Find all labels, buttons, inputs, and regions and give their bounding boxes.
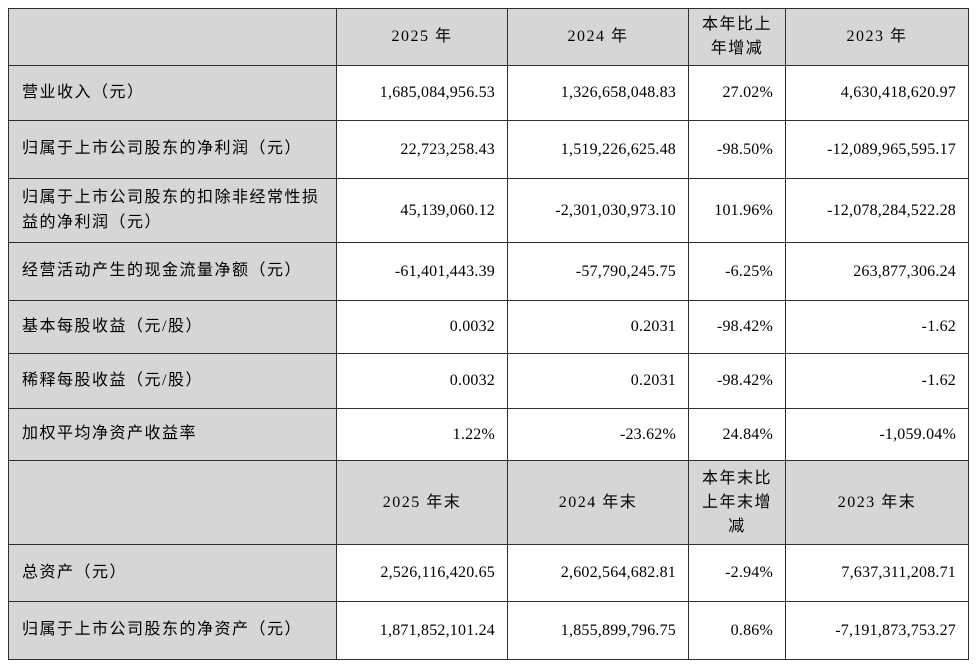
cell-value: 1,326,658,048.83 xyxy=(507,65,689,121)
table-header-row-period-end: 2025 年末 2024 年末 本年末比上年末增减 2023 年末 xyxy=(8,460,969,545)
cell-value: -12,078,284,522.28 xyxy=(785,178,969,243)
cell-value: 0.2031 xyxy=(507,353,689,409)
cell-value: 101.96% xyxy=(688,178,786,243)
cell-value: -1,059.04% xyxy=(785,408,969,461)
cell-value: -98.42% xyxy=(688,300,786,354)
cell-value: 1,519,226,625.48 xyxy=(507,120,689,179)
table-row-revenue: 营业收入（元） 1,685,084,956.53 1,326,658,048.8… xyxy=(8,65,969,121)
cell-value: 0.0032 xyxy=(336,300,508,354)
cell-value: 0.0032 xyxy=(336,353,508,409)
row-label: 营业收入（元） xyxy=(8,65,337,121)
cell-value: 22,723,258.43 xyxy=(336,120,508,179)
table-row-net-profit-excl-nonrecurring: 归属于上市公司股东的扣除非经常性损益的净利润（元） 45,139,060.12 … xyxy=(8,178,969,243)
row-label: 归属于上市公司股东的净利润（元） xyxy=(8,120,337,179)
table-row-net-assets: 归属于上市公司股东的净资产（元） 1,871,852,101.24 1,855,… xyxy=(8,601,969,660)
table-header-row-annual: 2025 年 2024 年 本年比上年增减 2023 年 xyxy=(8,8,969,66)
row-label: 经营活动产生的现金流量净额（元） xyxy=(8,242,337,301)
cell-value: 0.86% xyxy=(688,601,786,660)
table-row-diluted-eps: 稀释每股收益（元/股） 0.0032 0.2031 -98.42% -1.62 xyxy=(8,353,969,409)
table-row-operating-cash-flow: 经营活动产生的现金流量净额（元） -61,401,443.39 -57,790,… xyxy=(8,242,969,301)
cell-value: -23.62% xyxy=(507,408,689,461)
row-label: 基本每股收益（元/股） xyxy=(8,300,337,354)
table-row-weighted-avg-roe: 加权平均净资产收益率 1.22% -23.62% 24.84% -1,059.0… xyxy=(8,408,969,461)
cell-value: 2,526,116,420.65 xyxy=(336,544,508,602)
cell-value: -2,301,030,973.10 xyxy=(507,178,689,243)
financial-summary-table: 2025 年 2024 年 本年比上年增减 2023 年 营业收入（元） 1,6… xyxy=(8,8,969,660)
cell-value: 27.02% xyxy=(688,65,786,121)
cell-value: 24.84% xyxy=(688,408,786,461)
row-label: 加权平均净资产收益率 xyxy=(8,408,337,461)
header-2024: 2024 年 xyxy=(507,8,689,66)
header-2025-end: 2025 年末 xyxy=(336,460,508,545)
corner-cell xyxy=(8,460,337,545)
cell-value: -57,790,245.75 xyxy=(507,242,689,301)
header-2023-end: 2023 年末 xyxy=(785,460,969,545)
header-2023: 2023 年 xyxy=(785,8,969,66)
cell-value: 1.22% xyxy=(336,408,508,461)
header-yoy-change: 本年比上年增减 xyxy=(688,8,786,66)
cell-value: 2,602,564,682.81 xyxy=(507,544,689,602)
cell-value: 7,637,311,208.71 xyxy=(785,544,969,602)
table-row-net-profit: 归属于上市公司股东的净利润（元） 22,723,258.43 1,519,226… xyxy=(8,120,969,179)
cell-value: -7,191,873,753.27 xyxy=(785,601,969,660)
cell-value: -98.42% xyxy=(688,353,786,409)
cell-value: -1.62 xyxy=(785,300,969,354)
table-row-basic-eps: 基本每股收益（元/股） 0.0032 0.2031 -98.42% -1.62 xyxy=(8,300,969,354)
row-label: 稀释每股收益（元/股） xyxy=(8,353,337,409)
cell-value: 1,685,084,956.53 xyxy=(336,65,508,121)
row-label: 总资产（元） xyxy=(8,544,337,602)
corner-cell xyxy=(8,8,337,66)
cell-value: -1.62 xyxy=(785,353,969,409)
header-2024-end: 2024 年末 xyxy=(507,460,689,545)
cell-value: -6.25% xyxy=(688,242,786,301)
cell-value: 4,630,418,620.97 xyxy=(785,65,969,121)
cell-value: 263,877,306.24 xyxy=(785,242,969,301)
cell-value: 0.2031 xyxy=(507,300,689,354)
row-label: 归属于上市公司股东的净资产（元） xyxy=(8,601,337,660)
cell-value: -98.50% xyxy=(688,120,786,179)
cell-value: 1,871,852,101.24 xyxy=(336,601,508,660)
row-label: 归属于上市公司股东的扣除非经常性损益的净利润（元） xyxy=(8,178,337,243)
cell-value: -61,401,443.39 xyxy=(336,242,508,301)
cell-value: -12,089,965,595.17 xyxy=(785,120,969,179)
table-row-total-assets: 总资产（元） 2,526,116,420.65 2,602,564,682.81… xyxy=(8,544,969,602)
header-2025: 2025 年 xyxy=(336,8,508,66)
cell-value: 1,855,899,796.75 xyxy=(507,601,689,660)
cell-value: -2.94% xyxy=(688,544,786,602)
cell-value: 45,139,060.12 xyxy=(336,178,508,243)
header-yoy-end-change: 本年末比上年末增减 xyxy=(688,460,786,545)
